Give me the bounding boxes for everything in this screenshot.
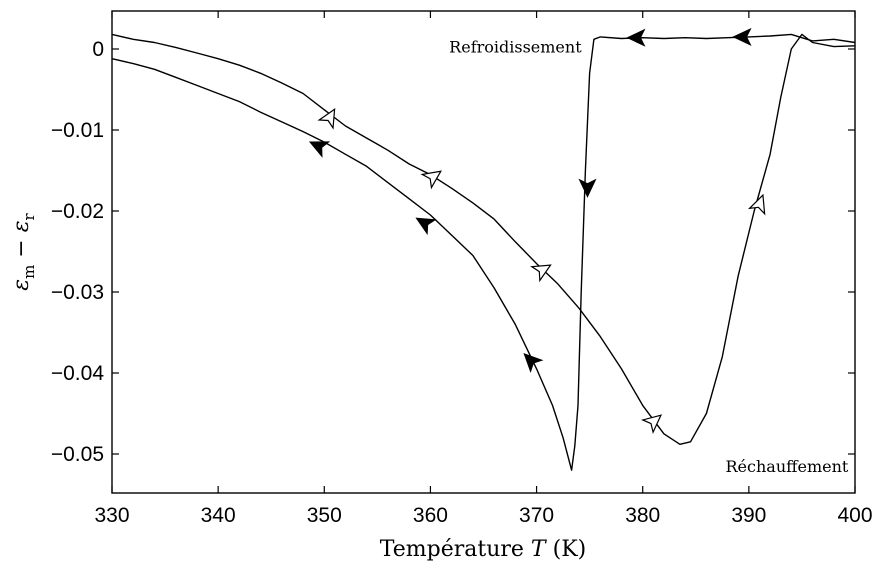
- x-tick-label: 390: [731, 504, 766, 527]
- x-axis-label-unit: (K): [553, 537, 587, 562]
- heating-arrow: [640, 414, 663, 435]
- x-tick-label: 400: [837, 504, 872, 527]
- direction-arrows: [308, 27, 766, 435]
- heating-arrow: [747, 193, 766, 216]
- y-tick-label: −0.05: [51, 443, 104, 466]
- x-tick-label: 370: [519, 504, 554, 527]
- y-tick-label: −0.04: [51, 362, 104, 385]
- annotation-heating: Réchauffement: [726, 457, 849, 476]
- x-axis-label-var: T: [531, 537, 548, 562]
- x-tick-label: 380: [625, 504, 660, 527]
- axis-ticks: 330 340 350 360 370 380 390 400 0 −0.01 −0.02 −0.03…: [51, 11, 873, 527]
- y-tick-label: −0.01: [51, 119, 104, 142]
- heating-arrow: [317, 108, 336, 130]
- heating-arrow: [420, 170, 442, 190]
- x-tick-label: 360: [413, 504, 448, 527]
- x-tick-label: 350: [307, 504, 342, 527]
- heating-curve: [111, 33, 856, 445]
- cooling-arrow: [523, 352, 544, 374]
- cooling-curve: [111, 33, 856, 471]
- y-axis-label: εm − εr: [9, 212, 38, 290]
- x-tick-label: 330: [94, 504, 129, 527]
- heating-arrow: [530, 264, 552, 283]
- annotation-cooling: Refroidissement: [449, 38, 582, 57]
- y-tick-label: −0.03: [51, 281, 104, 304]
- plot-frame: [111, 10, 856, 494]
- y-tick-label: −0.02: [51, 200, 104, 223]
- y-tick-label: 0: [92, 38, 104, 61]
- cooling-arrow: [415, 217, 437, 236]
- cooling-arrow: [578, 178, 597, 198]
- cooling-arrow: [626, 28, 646, 47]
- series-curves: [111, 33, 856, 471]
- x-tick-label: 340: [201, 504, 236, 527]
- x-axis-label: Température T (K): [380, 537, 586, 562]
- cooling-arrow: [308, 141, 331, 158]
- x-axis-label-text: Température: [380, 537, 524, 562]
- cooling-arrow: [732, 27, 752, 46]
